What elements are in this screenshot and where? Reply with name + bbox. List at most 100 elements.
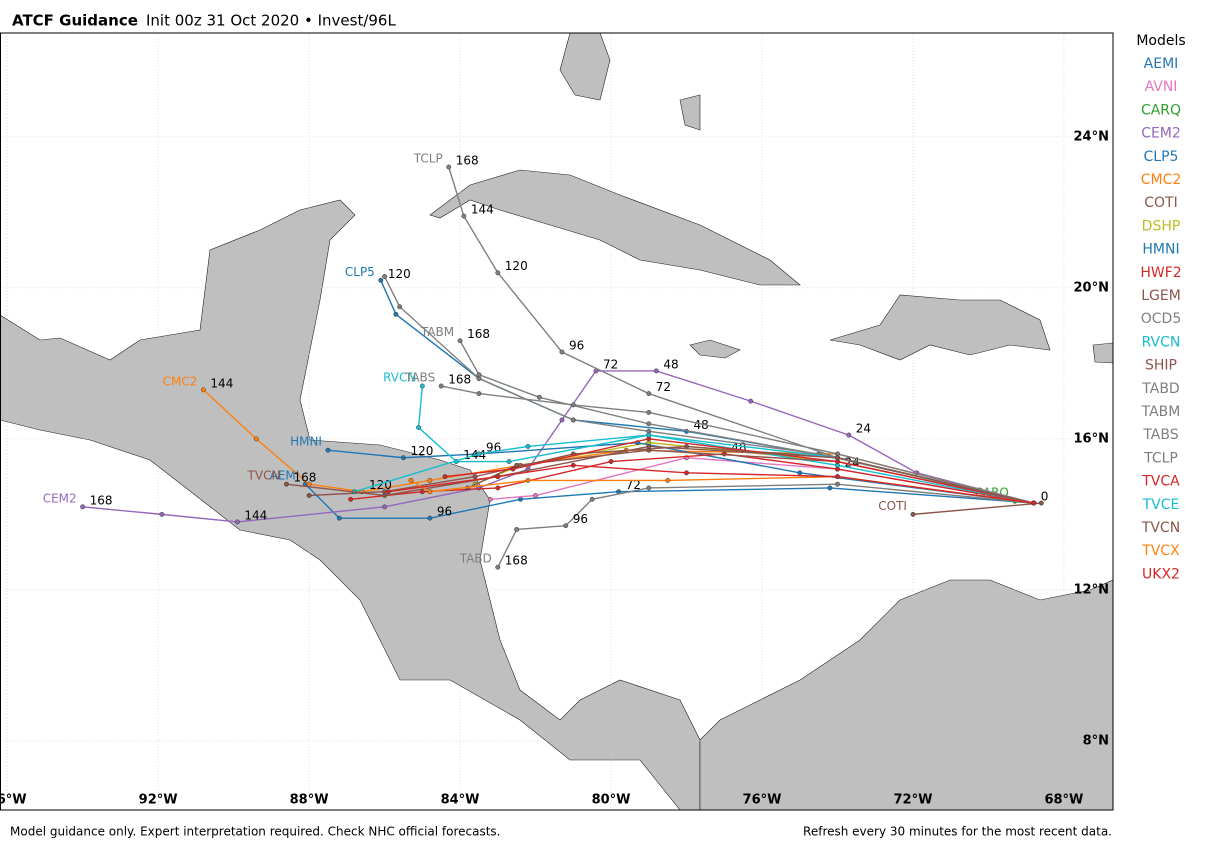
track-point	[427, 489, 433, 495]
track-point	[846, 432, 852, 438]
track-point	[382, 274, 388, 279]
track-point	[476, 372, 482, 378]
track-line	[912, 502, 1042, 516]
track-point	[438, 383, 444, 389]
track-point	[1031, 500, 1037, 506]
legend-entry: TVCA	[1141, 474, 1180, 490]
track-name: HMNI	[290, 435, 322, 449]
track-point	[1038, 500, 1044, 506]
track-point	[748, 398, 754, 404]
track-point	[910, 511, 916, 517]
legend-entry: OCD5	[1141, 311, 1181, 327]
hour-label: 96	[573, 512, 588, 526]
legend-entry: TVCX	[1141, 543, 1180, 559]
hour-label: 48	[663, 357, 678, 371]
track-point	[589, 496, 595, 502]
hour-label: 96	[569, 339, 584, 353]
track-point	[495, 270, 501, 276]
lon-label: 84°W	[441, 793, 480, 808]
legend-entry: CEM2	[1141, 126, 1181, 142]
track-point	[536, 394, 542, 400]
track-point	[533, 493, 539, 498]
track-line	[388, 464, 1034, 504]
lat-label: 20°N	[1074, 280, 1109, 295]
legend-entry: TCLP	[1143, 450, 1178, 466]
track-name: RVCN	[383, 371, 416, 385]
legend-entry: HWF2	[1140, 265, 1181, 281]
track-point	[570, 417, 576, 423]
track-name: AEMI	[270, 469, 300, 483]
track-point	[570, 402, 576, 408]
track-name: CEM2	[43, 491, 77, 505]
track-point	[427, 515, 433, 521]
lat-label: 16°N	[1074, 431, 1109, 446]
legend-entry: COTI	[1144, 195, 1177, 211]
lat-label: 12°N	[1074, 582, 1109, 597]
lat-label: 8°N	[1083, 733, 1109, 748]
legend-entry: TABS	[1142, 427, 1178, 443]
hour-label: 168	[456, 154, 479, 168]
subtitle: Init 00z 31 Oct 2020 • Invest/96L	[146, 12, 396, 30]
track-point	[382, 504, 388, 510]
track-point	[827, 485, 833, 491]
track-point	[506, 459, 512, 464]
track-point	[306, 493, 312, 498]
legend-entry: CMC2	[1141, 172, 1182, 188]
track-point	[684, 470, 689, 476]
track-point	[284, 481, 289, 487]
track-point	[382, 493, 388, 498]
track-point	[646, 409, 652, 415]
hour-label: 168	[467, 327, 490, 341]
legend-entry: AVNI	[1145, 79, 1178, 95]
lon-label: 80°W	[592, 793, 631, 808]
hour-label: 168	[293, 471, 316, 485]
track-point	[559, 349, 565, 355]
track-point	[835, 455, 840, 461]
track-point	[487, 496, 493, 502]
legend-entry: UKX2	[1142, 566, 1180, 582]
track-point	[495, 474, 501, 480]
track-point	[476, 391, 482, 397]
track-name: TABM	[420, 325, 454, 339]
track-point	[408, 477, 414, 483]
track-name: TCLP	[413, 152, 443, 166]
track-point	[442, 474, 448, 480]
land	[0, 33, 1113, 810]
track-point	[336, 515, 342, 521]
track-point	[253, 436, 259, 442]
track-point	[646, 421, 652, 427]
track-point	[325, 447, 331, 453]
lon-label: 72°W	[894, 793, 933, 808]
hour-label: 120	[388, 267, 411, 281]
legend-entry: SHIP	[1145, 358, 1177, 374]
lon-label: 88°W	[290, 793, 329, 808]
hour-label: 144	[210, 376, 233, 390]
hour-label: 144	[471, 203, 494, 217]
track-point	[348, 496, 354, 502]
footer-right: Refresh every 30 minutes for the most re…	[803, 825, 1112, 839]
hour-label: 168	[505, 554, 528, 568]
legend-entry: DSHP	[1142, 218, 1181, 234]
track-point	[646, 443, 652, 449]
lat-label: 24°N	[1074, 129, 1109, 144]
legend-entry: TVCN	[1141, 520, 1180, 536]
track-point	[401, 455, 406, 461]
legend-entry: TABD	[1141, 381, 1179, 397]
track-point	[835, 481, 840, 487]
track-point	[80, 504, 86, 510]
legend-entry: RVCN	[1142, 334, 1181, 350]
track-point	[653, 368, 659, 374]
track-name: TABD	[459, 552, 492, 566]
track-point	[563, 523, 569, 529]
track-point	[495, 564, 501, 570]
lon-label: 92°W	[139, 793, 178, 808]
legend-entry: HMNI	[1142, 242, 1179, 258]
legend-entry: LGEM	[1141, 288, 1181, 304]
track-point	[646, 391, 652, 397]
track-name: CMC2	[163, 374, 198, 388]
hour-label: 168	[448, 373, 471, 387]
track-point	[518, 496, 523, 502]
footer-left: Model guidance only. Expert interpretati…	[10, 825, 501, 839]
hour-label: 24	[856, 422, 871, 436]
track-point	[234, 519, 240, 525]
